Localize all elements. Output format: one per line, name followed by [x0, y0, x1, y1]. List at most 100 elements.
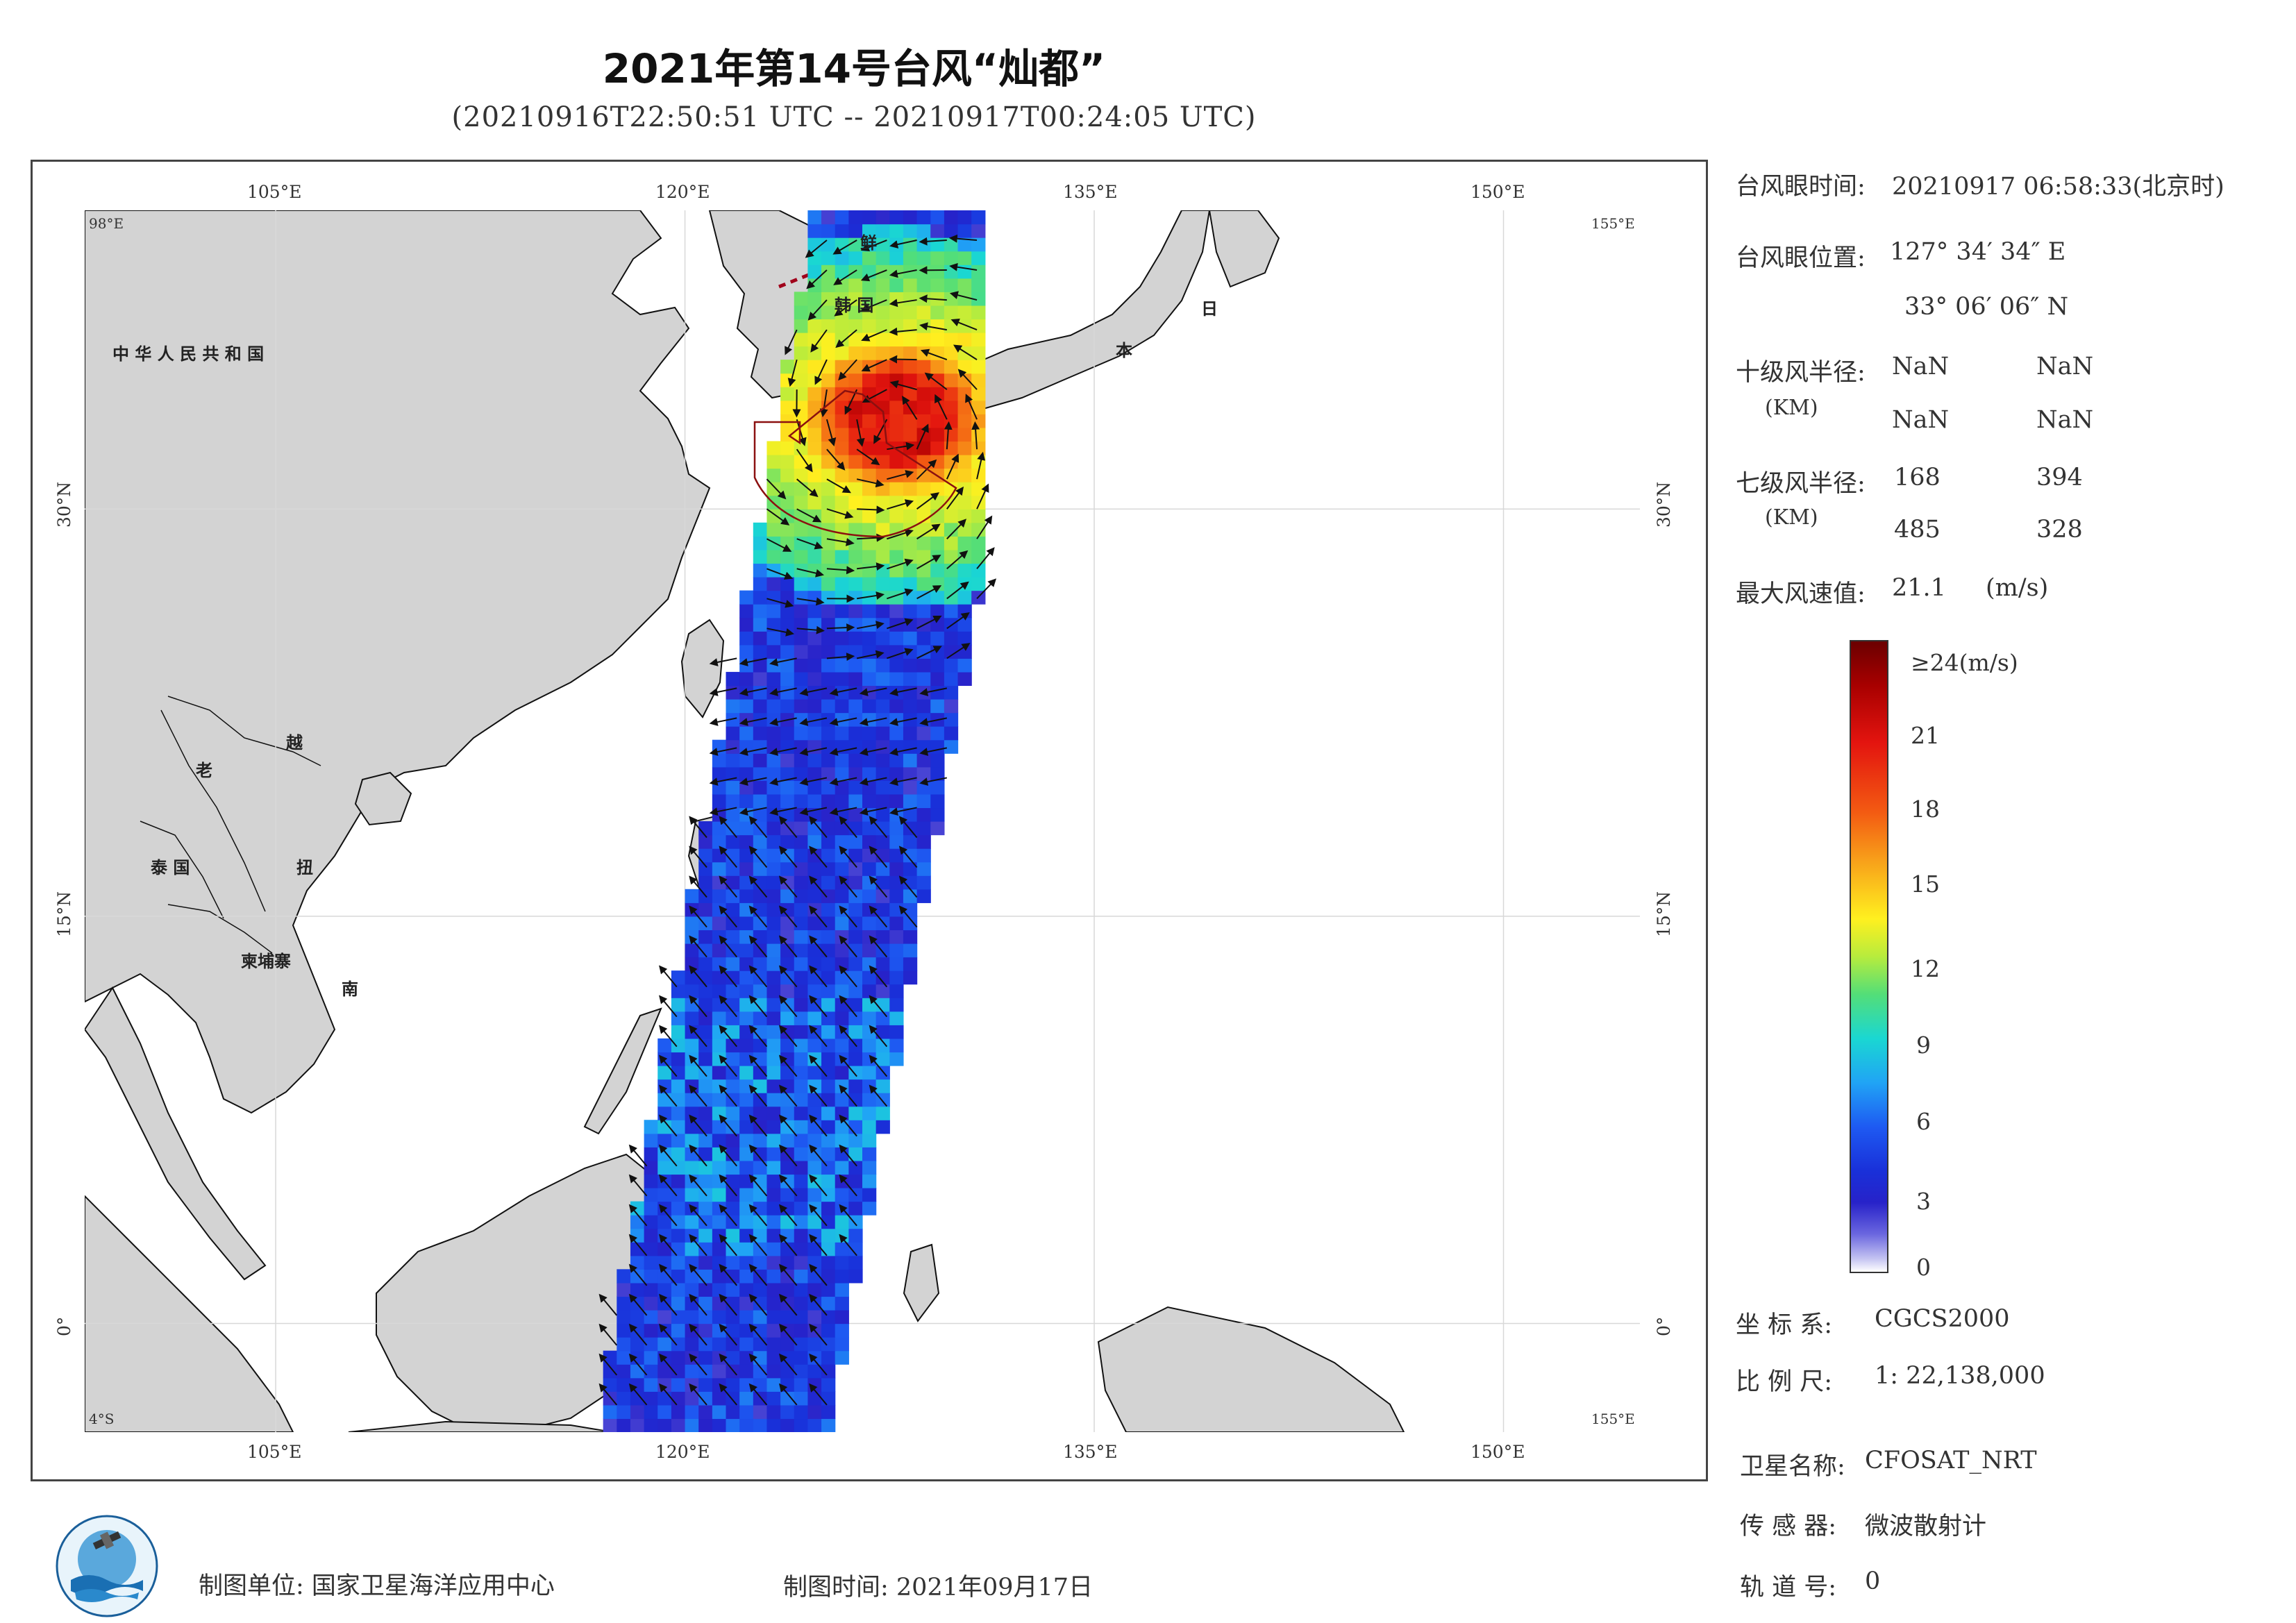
wind-cell	[862, 495, 877, 510]
wind-cell	[780, 577, 795, 591]
wind-cell	[698, 821, 713, 836]
wind-cell	[862, 400, 877, 414]
wind-arrow	[839, 1114, 857, 1137]
wind-arrow	[598, 1383, 618, 1406]
wind-cell	[930, 726, 945, 741]
wind-cell	[930, 441, 945, 455]
wind-cell	[848, 522, 863, 537]
wind-cell	[835, 1269, 849, 1284]
wind-cell	[794, 1228, 809, 1243]
wind-arrow	[809, 816, 828, 839]
wind-cell	[862, 604, 877, 619]
wind-cell	[794, 1337, 809, 1352]
wind-cell	[794, 1391, 809, 1406]
wind-cell	[807, 264, 822, 279]
wind-arrow	[889, 380, 917, 391]
wind-cell	[657, 1310, 672, 1325]
wind-cell	[739, 617, 754, 632]
wind-cell	[753, 1255, 768, 1270]
wind-cell	[821, 1106, 836, 1120]
wind-arrow	[766, 628, 795, 637]
max-wind-unit: (m/s)	[1986, 574, 2049, 602]
wind-cell	[875, 970, 890, 985]
wind-cell	[685, 1228, 699, 1243]
wind-cell	[753, 631, 768, 646]
wind-cell	[903, 237, 918, 252]
wind-cell	[780, 1160, 795, 1175]
wind-cell	[848, 577, 863, 591]
wind-arrow	[748, 1293, 768, 1316]
wind-cell	[916, 712, 931, 727]
wind-cell	[766, 861, 781, 876]
wind-cell	[848, 373, 863, 387]
wind-cell	[712, 1147, 727, 1161]
wind-arrow	[719, 905, 737, 928]
wind-cell	[835, 590, 849, 605]
wind-cell	[630, 1364, 645, 1379]
wind-cell	[957, 305, 972, 320]
wind-cell	[875, 712, 890, 727]
wind-cell	[698, 1147, 713, 1161]
wind-cell	[726, 943, 740, 958]
wind-cell	[807, 957, 822, 971]
wind-cell	[821, 264, 836, 279]
wind-cell	[712, 1011, 727, 1025]
label-laos: 老	[196, 761, 212, 780]
nsoas-logo	[56, 1515, 158, 1617]
wind-cell	[644, 1255, 658, 1270]
wind-cell	[671, 1038, 686, 1053]
wind-cell	[807, 631, 822, 646]
wind-cell	[821, 943, 836, 958]
wind-cell	[698, 1296, 713, 1311]
wind-cell	[903, 292, 918, 306]
colorbar-label-12: 12	[1911, 955, 1940, 982]
wind-cell	[766, 793, 781, 809]
right-tick-15n: 15°N	[1654, 891, 1674, 937]
wind-cell	[875, 1093, 890, 1107]
wind-cell	[916, 251, 931, 265]
wind-cell	[726, 1377, 740, 1392]
wind-cell	[698, 1391, 713, 1406]
wind-cell	[726, 1337, 740, 1352]
satellite-label: 卫星名称:	[1740, 1453, 1845, 1481]
wind-cell	[903, 278, 918, 292]
wind-cell	[712, 998, 727, 1012]
wind-cell	[930, 604, 945, 619]
wind-arrow	[860, 269, 887, 282]
wind-cell	[739, 793, 754, 809]
wind-cell	[889, 333, 904, 347]
wind-arrow	[826, 566, 855, 575]
wind-cell	[726, 1174, 740, 1188]
wind-cell	[644, 1242, 658, 1256]
wind-arrow	[778, 1144, 798, 1167]
wind-cell	[794, 346, 809, 360]
wind-arrow	[919, 687, 948, 696]
wind-cell	[794, 861, 809, 876]
wind-cell	[712, 766, 727, 781]
wind-cell	[712, 1364, 727, 1379]
wind-arrow	[748, 1204, 768, 1227]
wind-arrow	[689, 1084, 707, 1107]
wind-cell	[726, 848, 740, 863]
wind-arrow	[628, 1234, 648, 1256]
wind-cell	[903, 943, 918, 958]
wind-arrow	[719, 1353, 737, 1376]
wind-cell	[848, 1147, 863, 1161]
wind-cell	[766, 902, 781, 917]
wind-arrow	[869, 965, 888, 988]
wind-cell	[875, 441, 890, 455]
wind-arrow	[748, 905, 768, 928]
wind-cell	[944, 373, 959, 387]
wind-arrow	[719, 1383, 737, 1406]
wind-cell	[739, 1377, 754, 1392]
wind-cell	[794, 441, 809, 455]
label-japan-ri: 日	[1201, 299, 1218, 319]
wind-cell	[835, 943, 849, 958]
wind-cell	[685, 1377, 699, 1392]
wind-arrow	[829, 717, 857, 726]
wind-cell	[821, 1025, 836, 1039]
wind-cell	[889, 278, 904, 292]
wind-cell	[657, 1337, 672, 1352]
wind-cell	[862, 1188, 877, 1202]
wind-cell	[903, 902, 918, 917]
